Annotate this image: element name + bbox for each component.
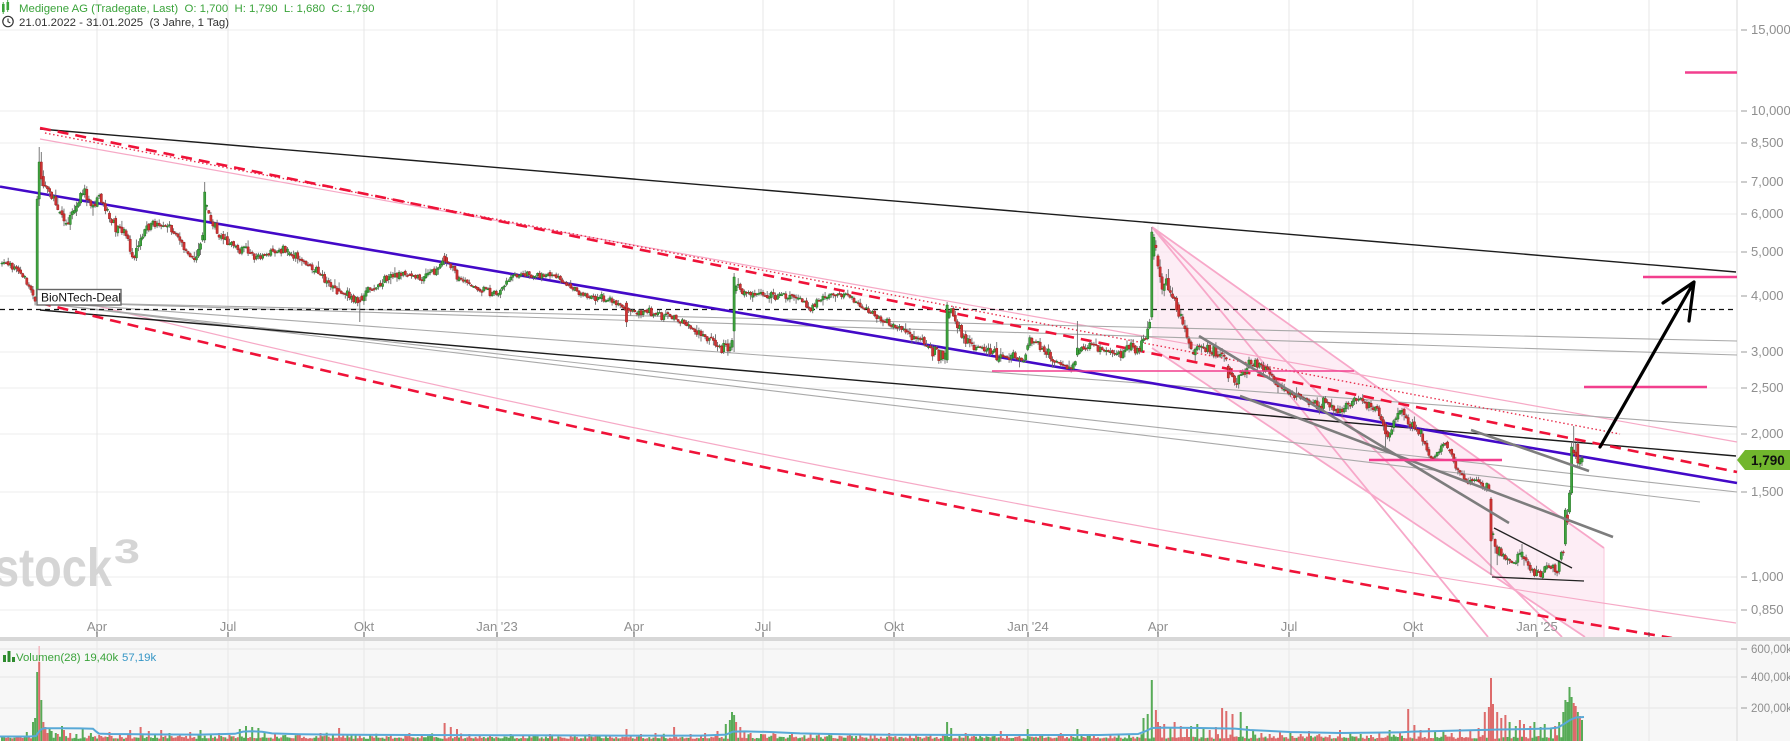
- svg-text:Jan '24: Jan '24: [1007, 619, 1049, 634]
- svg-text:7,000: 7,000: [1751, 174, 1784, 189]
- svg-text:Apr: Apr: [624, 619, 645, 634]
- svg-text:4,000: 4,000: [1751, 288, 1784, 303]
- svg-text:6,000: 6,000: [1751, 206, 1784, 221]
- svg-text:19,40k: 19,40k: [84, 652, 119, 664]
- svg-text:1,500: 1,500: [1751, 484, 1784, 499]
- svg-text:10,000: 10,000: [1751, 103, 1790, 118]
- svg-text:15,000: 15,000: [1751, 22, 1790, 37]
- svg-text:21.01.2022 - 31.01.2025 (3 Ja: 21.01.2022 - 31.01.2025 (3 Jahre, 1 Tag): [19, 17, 229, 29]
- svg-text:8,500: 8,500: [1751, 135, 1784, 150]
- svg-text:Okt: Okt: [1403, 619, 1424, 634]
- svg-text:600,00k: 600,00k: [1751, 644, 1790, 656]
- svg-text:0,850: 0,850: [1751, 602, 1784, 617]
- svg-text:Jan '25: Jan '25: [1516, 619, 1558, 634]
- svg-text:stock: stock: [0, 538, 113, 598]
- svg-text:Okt: Okt: [884, 619, 905, 634]
- svg-text:Apr: Apr: [1148, 619, 1169, 634]
- svg-text:Jul: Jul: [755, 619, 772, 634]
- svg-text:1,790: 1,790: [1751, 453, 1785, 468]
- svg-text:Jul: Jul: [220, 619, 237, 634]
- svg-text:3,000: 3,000: [1751, 344, 1784, 359]
- svg-text:57,19k: 57,19k: [122, 652, 157, 664]
- svg-text:400,00k: 400,00k: [1751, 672, 1790, 684]
- svg-text:Jul: Jul: [1281, 619, 1298, 634]
- svg-text:Volumen(28): Volumen(28): [16, 652, 81, 664]
- svg-text:2,500: 2,500: [1751, 380, 1784, 395]
- svg-text:Okt: Okt: [354, 619, 375, 634]
- svg-text:5,000: 5,000: [1751, 244, 1784, 259]
- svg-text:3: 3: [114, 533, 140, 571]
- svg-text:1,000: 1,000: [1751, 569, 1784, 584]
- svg-text:BioNTech-Deal: BioNTech-Deal: [41, 291, 121, 305]
- svg-text:Apr: Apr: [87, 619, 108, 634]
- svg-text:Medigene AG (Tradegate, Last): Medigene AG (Tradegate, Last) O: 1,700 H…: [19, 3, 374, 15]
- svg-text:2,000: 2,000: [1751, 426, 1784, 441]
- svg-text:Jan '23: Jan '23: [476, 619, 518, 634]
- svg-text:200,00k: 200,00k: [1751, 703, 1790, 715]
